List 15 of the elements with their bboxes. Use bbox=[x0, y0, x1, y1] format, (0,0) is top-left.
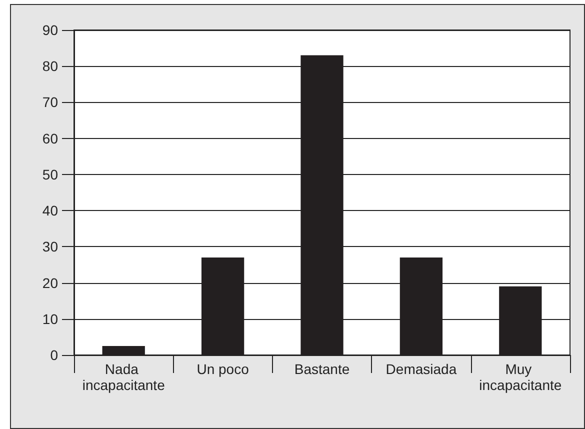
y-tick-label: 10 bbox=[42, 310, 58, 327]
y-tick-label: 0 bbox=[50, 347, 58, 363]
y-tick-label: 70 bbox=[42, 94, 58, 110]
y-tick-label: 20 bbox=[42, 274, 58, 291]
x-tick-label: Muy incapacitante bbox=[479, 361, 562, 393]
y-tick-label: 90 bbox=[42, 22, 58, 38]
y-tick-label: 50 bbox=[42, 166, 58, 182]
x-tick-label: Un poco bbox=[196, 361, 250, 377]
y-tick-label: 80 bbox=[42, 58, 58, 74]
y-tick-label: 40 bbox=[42, 202, 58, 219]
x-tick-label: Nada incapacitante bbox=[82, 361, 166, 393]
x-tick-label: Bastante bbox=[294, 361, 350, 377]
y-tick-label: 30 bbox=[42, 238, 58, 255]
x-tick-label: Demasiada bbox=[386, 361, 457, 377]
y-tick-label: 60 bbox=[42, 130, 58, 146]
